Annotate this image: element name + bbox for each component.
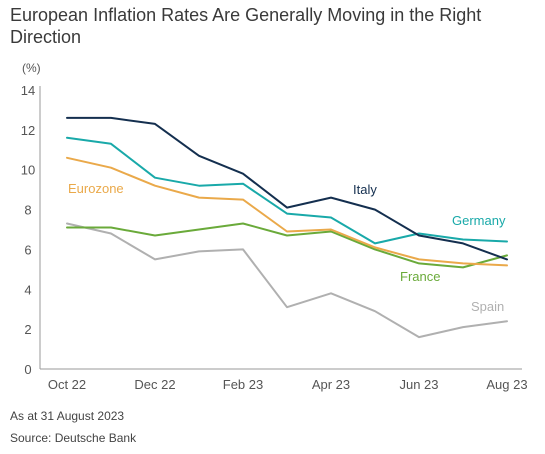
as-at-note: As at 31 August 2023 xyxy=(10,409,125,423)
x-axis-ticks: Oct 22 Dec 22 Feb 23 Apr 23 Jun 23 Aug 23 xyxy=(48,377,528,392)
series-line-spain xyxy=(66,222,508,339)
series-line-france xyxy=(66,222,508,269)
y-axis-unit-label: (%) xyxy=(22,61,41,75)
series-label-spain: Spain xyxy=(471,299,504,314)
x-tick-label: Dec 22 xyxy=(134,377,175,392)
series-line-eurozone xyxy=(66,156,508,267)
series-line-germany xyxy=(66,136,508,245)
series-labels: Italy Germany Eurozone France Spain xyxy=(68,181,506,314)
x-tick-label: Aug 23 xyxy=(486,377,527,392)
series-label-italy: Italy xyxy=(353,182,377,197)
series-lines xyxy=(66,116,508,339)
y-tick-label: 14 xyxy=(21,83,35,98)
x-tick-label: Oct 22 xyxy=(48,377,86,392)
series-label-eurozone: Eurozone xyxy=(68,181,124,196)
series-line-italy xyxy=(66,116,508,261)
y-tick-label: 12 xyxy=(21,123,35,138)
series-label-germany: Germany xyxy=(452,213,506,228)
y-tick-label: 2 xyxy=(24,322,31,337)
y-tick-label: 6 xyxy=(24,242,31,257)
y-tick-label: 0 xyxy=(24,362,31,377)
y-axis-ticks: 0 2 4 6 8 10 12 14 xyxy=(21,83,35,377)
series-label-france: France xyxy=(400,269,440,284)
x-tick-label: Apr 23 xyxy=(312,377,350,392)
source-note: Source: Deutsche Bank xyxy=(10,431,137,445)
x-tick-label: Feb 23 xyxy=(223,377,263,392)
y-tick-label: 8 xyxy=(24,203,31,218)
y-tick-label: 10 xyxy=(21,163,35,178)
x-tick-label: Jun 23 xyxy=(399,377,438,392)
y-tick-label: 4 xyxy=(24,282,31,297)
chart-title: European Inflation Rates Are Generally M… xyxy=(10,5,482,47)
